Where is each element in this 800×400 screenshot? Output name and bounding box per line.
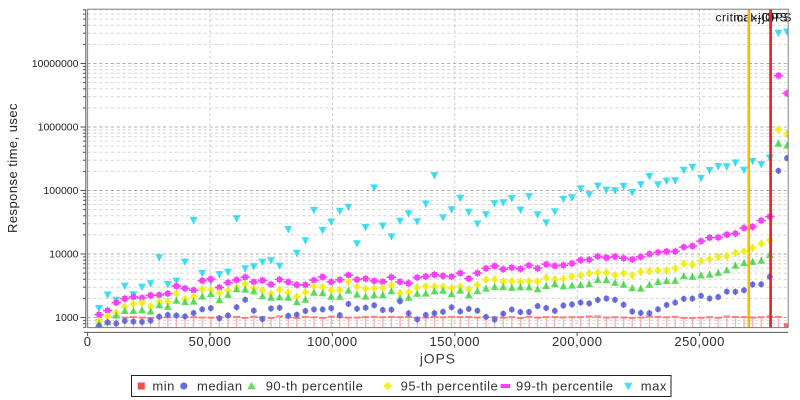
svg-text:10000000: 10000000	[32, 58, 79, 70]
svg-text:min: min	[152, 378, 174, 393]
svg-text:1000000: 1000000	[38, 122, 79, 134]
svg-text:50,000: 50,000	[189, 334, 232, 349]
svg-text:100000: 100000	[43, 185, 78, 197]
svg-text:1000: 1000	[55, 312, 79, 324]
svg-text:99-th percentile: 99-th percentile	[516, 378, 614, 393]
svg-text:jOPS: jOPS	[419, 351, 456, 367]
svg-text:median: median	[197, 378, 243, 393]
svg-text:100,000: 100,000	[307, 334, 358, 349]
svg-text:0: 0	[84, 334, 92, 349]
svg-text:Response time, usec: Response time, usec	[5, 103, 20, 233]
svg-text:max: max	[641, 378, 667, 393]
svg-text:10000: 10000	[49, 249, 78, 261]
svg-text:150,000: 150,000	[430, 334, 481, 349]
svg-text:90-th percentile: 90-th percentile	[266, 378, 364, 393]
svg-text:250,000: 250,000	[674, 334, 725, 349]
svg-text:95-th percentile: 95-th percentile	[401, 378, 499, 393]
svg-text:max-jOPS: max-jOPS	[733, 11, 792, 25]
svg-text:200,000: 200,000	[552, 334, 603, 349]
